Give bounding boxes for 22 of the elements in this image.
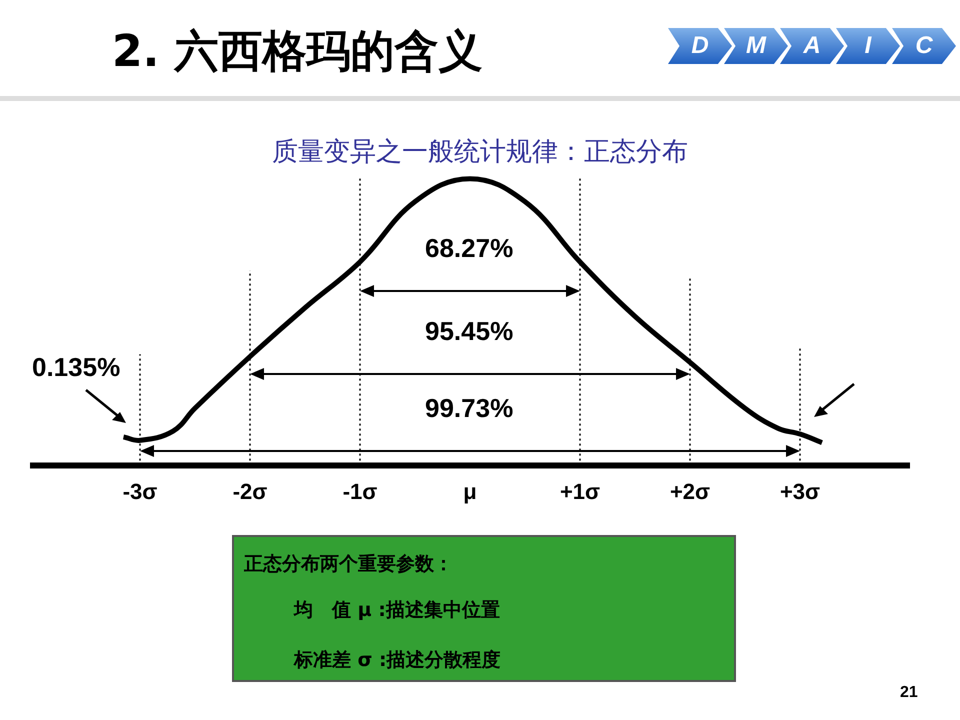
text: 正态分布两个重要参数： [244,552,453,577]
text: A [780,28,844,64]
text: D [668,28,732,64]
text: 标准差 σ :描述分散程度 [294,648,501,673]
annotation: 95.45% [425,316,514,347]
x-tick-label: μ [463,478,477,504]
text: 均 值 μ :描述集中位置 [294,598,500,623]
text: 21 [900,684,918,702]
x-tick-label: +2σ [670,478,710,504]
text: I [836,28,900,64]
x-tick-label: -3σ [122,478,158,504]
x-tick-label: +3σ [780,478,820,504]
x-tick-label: +1σ [560,478,600,504]
x-tick-label: -1σ [342,478,378,504]
text: C [892,28,956,64]
annotation: 99.73% [425,393,514,424]
text: M [724,28,788,64]
chart-subtitle: 质量变异之一般统计规律：正态分布 [271,136,689,169]
annotation: 0.135% [32,352,120,384]
chart-title: 2. 六西格玛的含义 [112,25,483,79]
x-tick-label: -2σ [232,478,268,504]
annotation: 68.27% [425,232,514,264]
